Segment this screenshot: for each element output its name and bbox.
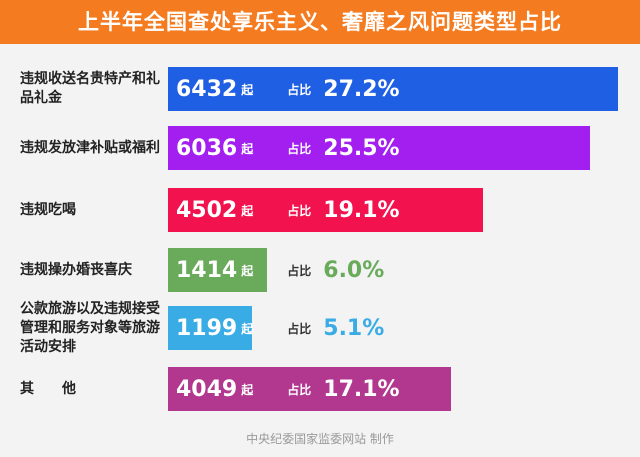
unit-label: 起 (241, 263, 254, 278)
bar (168, 367, 452, 411)
unit-label: 起 (241, 321, 254, 336)
bar (168, 188, 483, 232)
bar-labels: 6432 起 占比 27.2% (168, 67, 400, 111)
category-label: 违规发放津补贴或福利 (20, 139, 160, 156)
share-label: 17.1% (323, 376, 400, 402)
share-label: 19.1% (323, 197, 400, 223)
count-label: 4049 (176, 376, 238, 402)
share-label: 25.5% (323, 135, 400, 161)
header-band (0, 0, 640, 44)
chart-title: 上半年全国查处享乐主义、奢靡之风问题类型占比 (78, 10, 562, 34)
unit-label: 起 (241, 141, 254, 156)
share-prefix: 占比 (287, 203, 312, 218)
share-prefix: 占比 (287, 263, 312, 278)
bar-labels: 1414 起 占比 6.0% (168, 248, 384, 292)
count-label: 6036 (176, 135, 238, 161)
bar (168, 248, 267, 292)
count-label: 1414 (176, 257, 238, 283)
count-label: 1199 (176, 315, 238, 341)
share-prefix: 占比 (287, 321, 312, 336)
count-label: 4502 (176, 197, 238, 223)
category-label: 公款旅游以及违规接受管理和服务对象等旅游活动安排 (20, 300, 160, 355)
share-label: 27.2% (323, 76, 400, 102)
unit-label: 起 (241, 203, 254, 218)
category-label: 违规收送名贵特产和礼品礼金 (20, 71, 160, 106)
share-prefix: 占比 (287, 382, 312, 397)
category-label: 违规吃喝 (20, 201, 76, 218)
bar (168, 67, 618, 111)
bar-labels: 1199 起 占比 5.1% (168, 306, 384, 350)
source: 中央纪委国家监委网站 制作 (246, 432, 394, 446)
share-label: 5.1% (323, 315, 385, 341)
bar-labels: 4502 起 占比 19.1% (168, 188, 400, 232)
bar (168, 126, 591, 170)
share-prefix: 占比 (287, 141, 312, 156)
unit-label: 起 (241, 382, 254, 397)
share-label: 6.0% (323, 257, 385, 283)
unit-label: 起 (241, 82, 254, 97)
bar (168, 306, 252, 350)
bar-labels: 6036 起 占比 25.5% (168, 126, 400, 170)
category-label: 违规操办婚丧喜庆 (20, 261, 132, 278)
category-label: 其他 (20, 380, 104, 397)
bar-labels: 4049 起 占比 17.1% (168, 367, 400, 411)
count-label: 6432 (176, 76, 238, 102)
share-prefix: 占比 (287, 82, 312, 97)
